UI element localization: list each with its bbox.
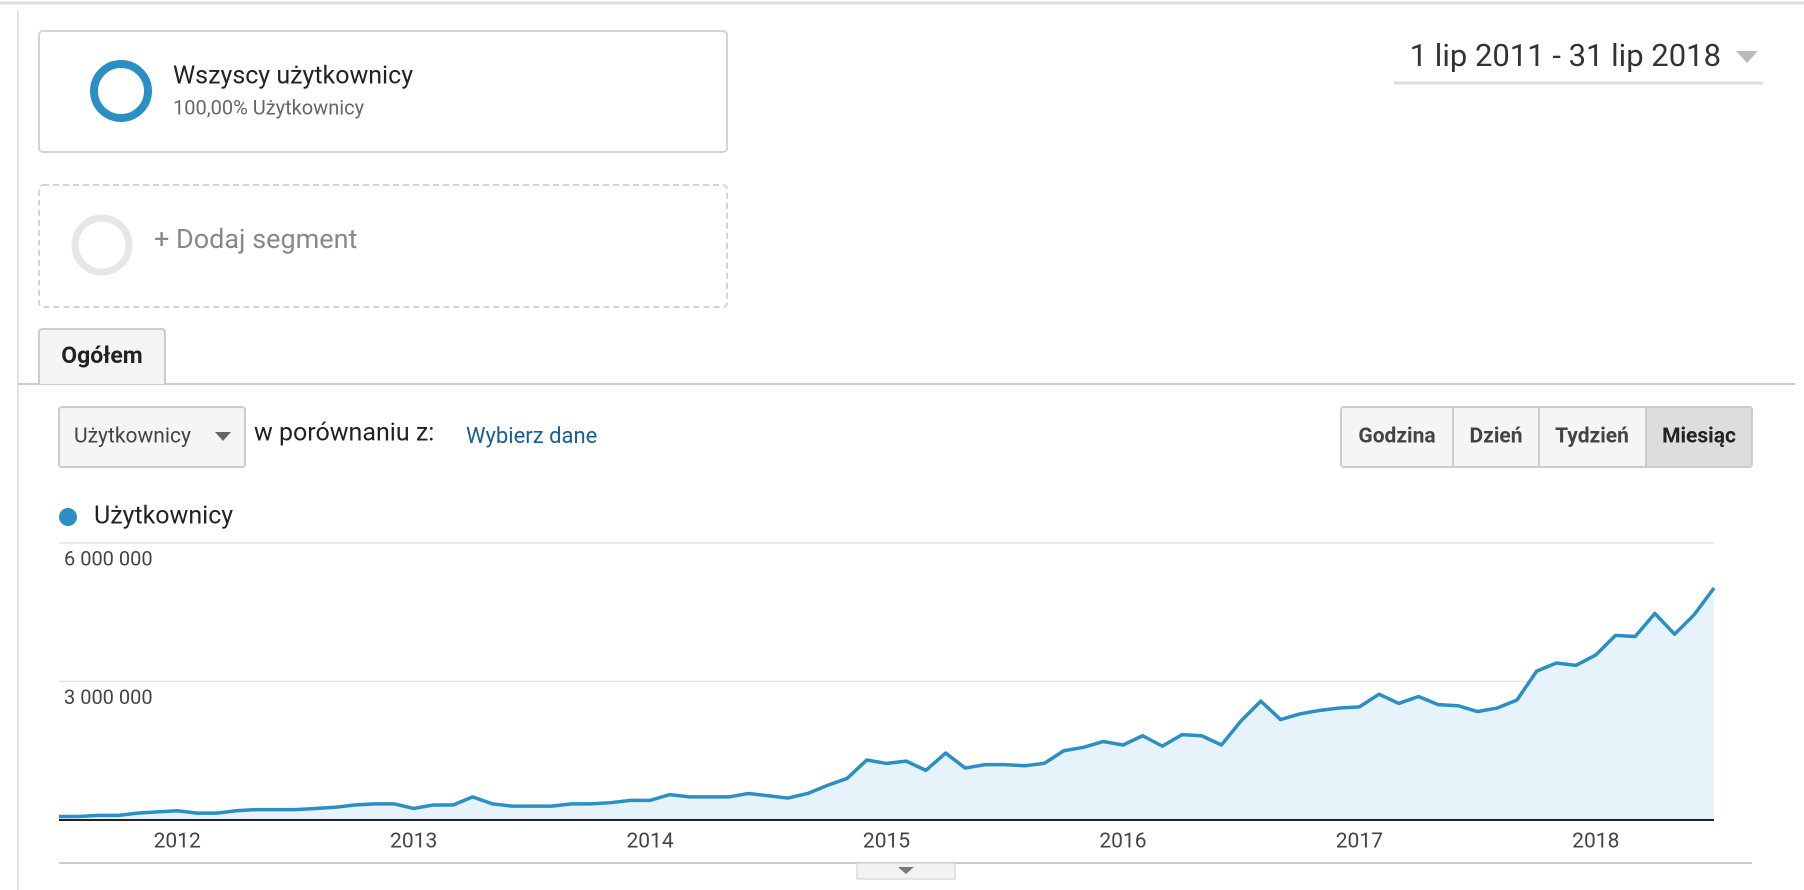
x-tick-label: 2012 [154,830,201,854]
y-tick-label: 6 000 000 [64,546,153,570]
date-range[interactable]: 1 lip 2011 - 31 lip 2018 [1410,37,1721,74]
granularity-button[interactable]: Dzień [1469,425,1522,449]
metric-select-label: Użytkownicy [74,425,191,449]
x-tick-label: 2014 [626,830,673,854]
granularity-selected [1646,408,1751,466]
granularity-button[interactable]: Miesiąc [1662,425,1736,449]
segment-donut [90,60,152,122]
x-tick-label: 2015 [863,830,910,854]
x-tick-label: 2016 [1099,830,1146,854]
segment-subtitle: 100,00% Użytkownicy [173,95,365,119]
add-segment-card[interactable] [38,184,728,308]
legend-label: Użytkownicy [94,502,233,531]
x-tick-label: 2013 [390,830,437,854]
area [59,588,1714,820]
chart-toggle-caret [898,867,914,874]
tab-label: Ogółem [61,342,142,369]
segment-title: Wszyscy użytkownicy [173,62,413,91]
metric-caret [215,432,231,441]
metric-select[interactable] [58,406,246,468]
line [59,586,1716,819]
segment-card[interactable] [38,30,728,153]
granularity-button[interactable]: Tydzień [1555,425,1629,449]
y-tick-label: 3 000 000 [64,685,153,709]
add-segment-donut [71,214,133,276]
compare-link[interactable]: Wybierz dane [466,424,597,449]
legend-dot [59,508,77,526]
x-tick-label: 2017 [1336,830,1383,854]
date-caret [1736,51,1758,63]
tab[interactable] [38,328,166,384]
add-segment-label: + Dodaj segment [154,223,357,255]
x-tick-label: 2018 [1572,830,1619,854]
granularity-button[interactable]: Godzina [1358,425,1435,449]
compare-label: w porównaniu z: [254,419,434,448]
